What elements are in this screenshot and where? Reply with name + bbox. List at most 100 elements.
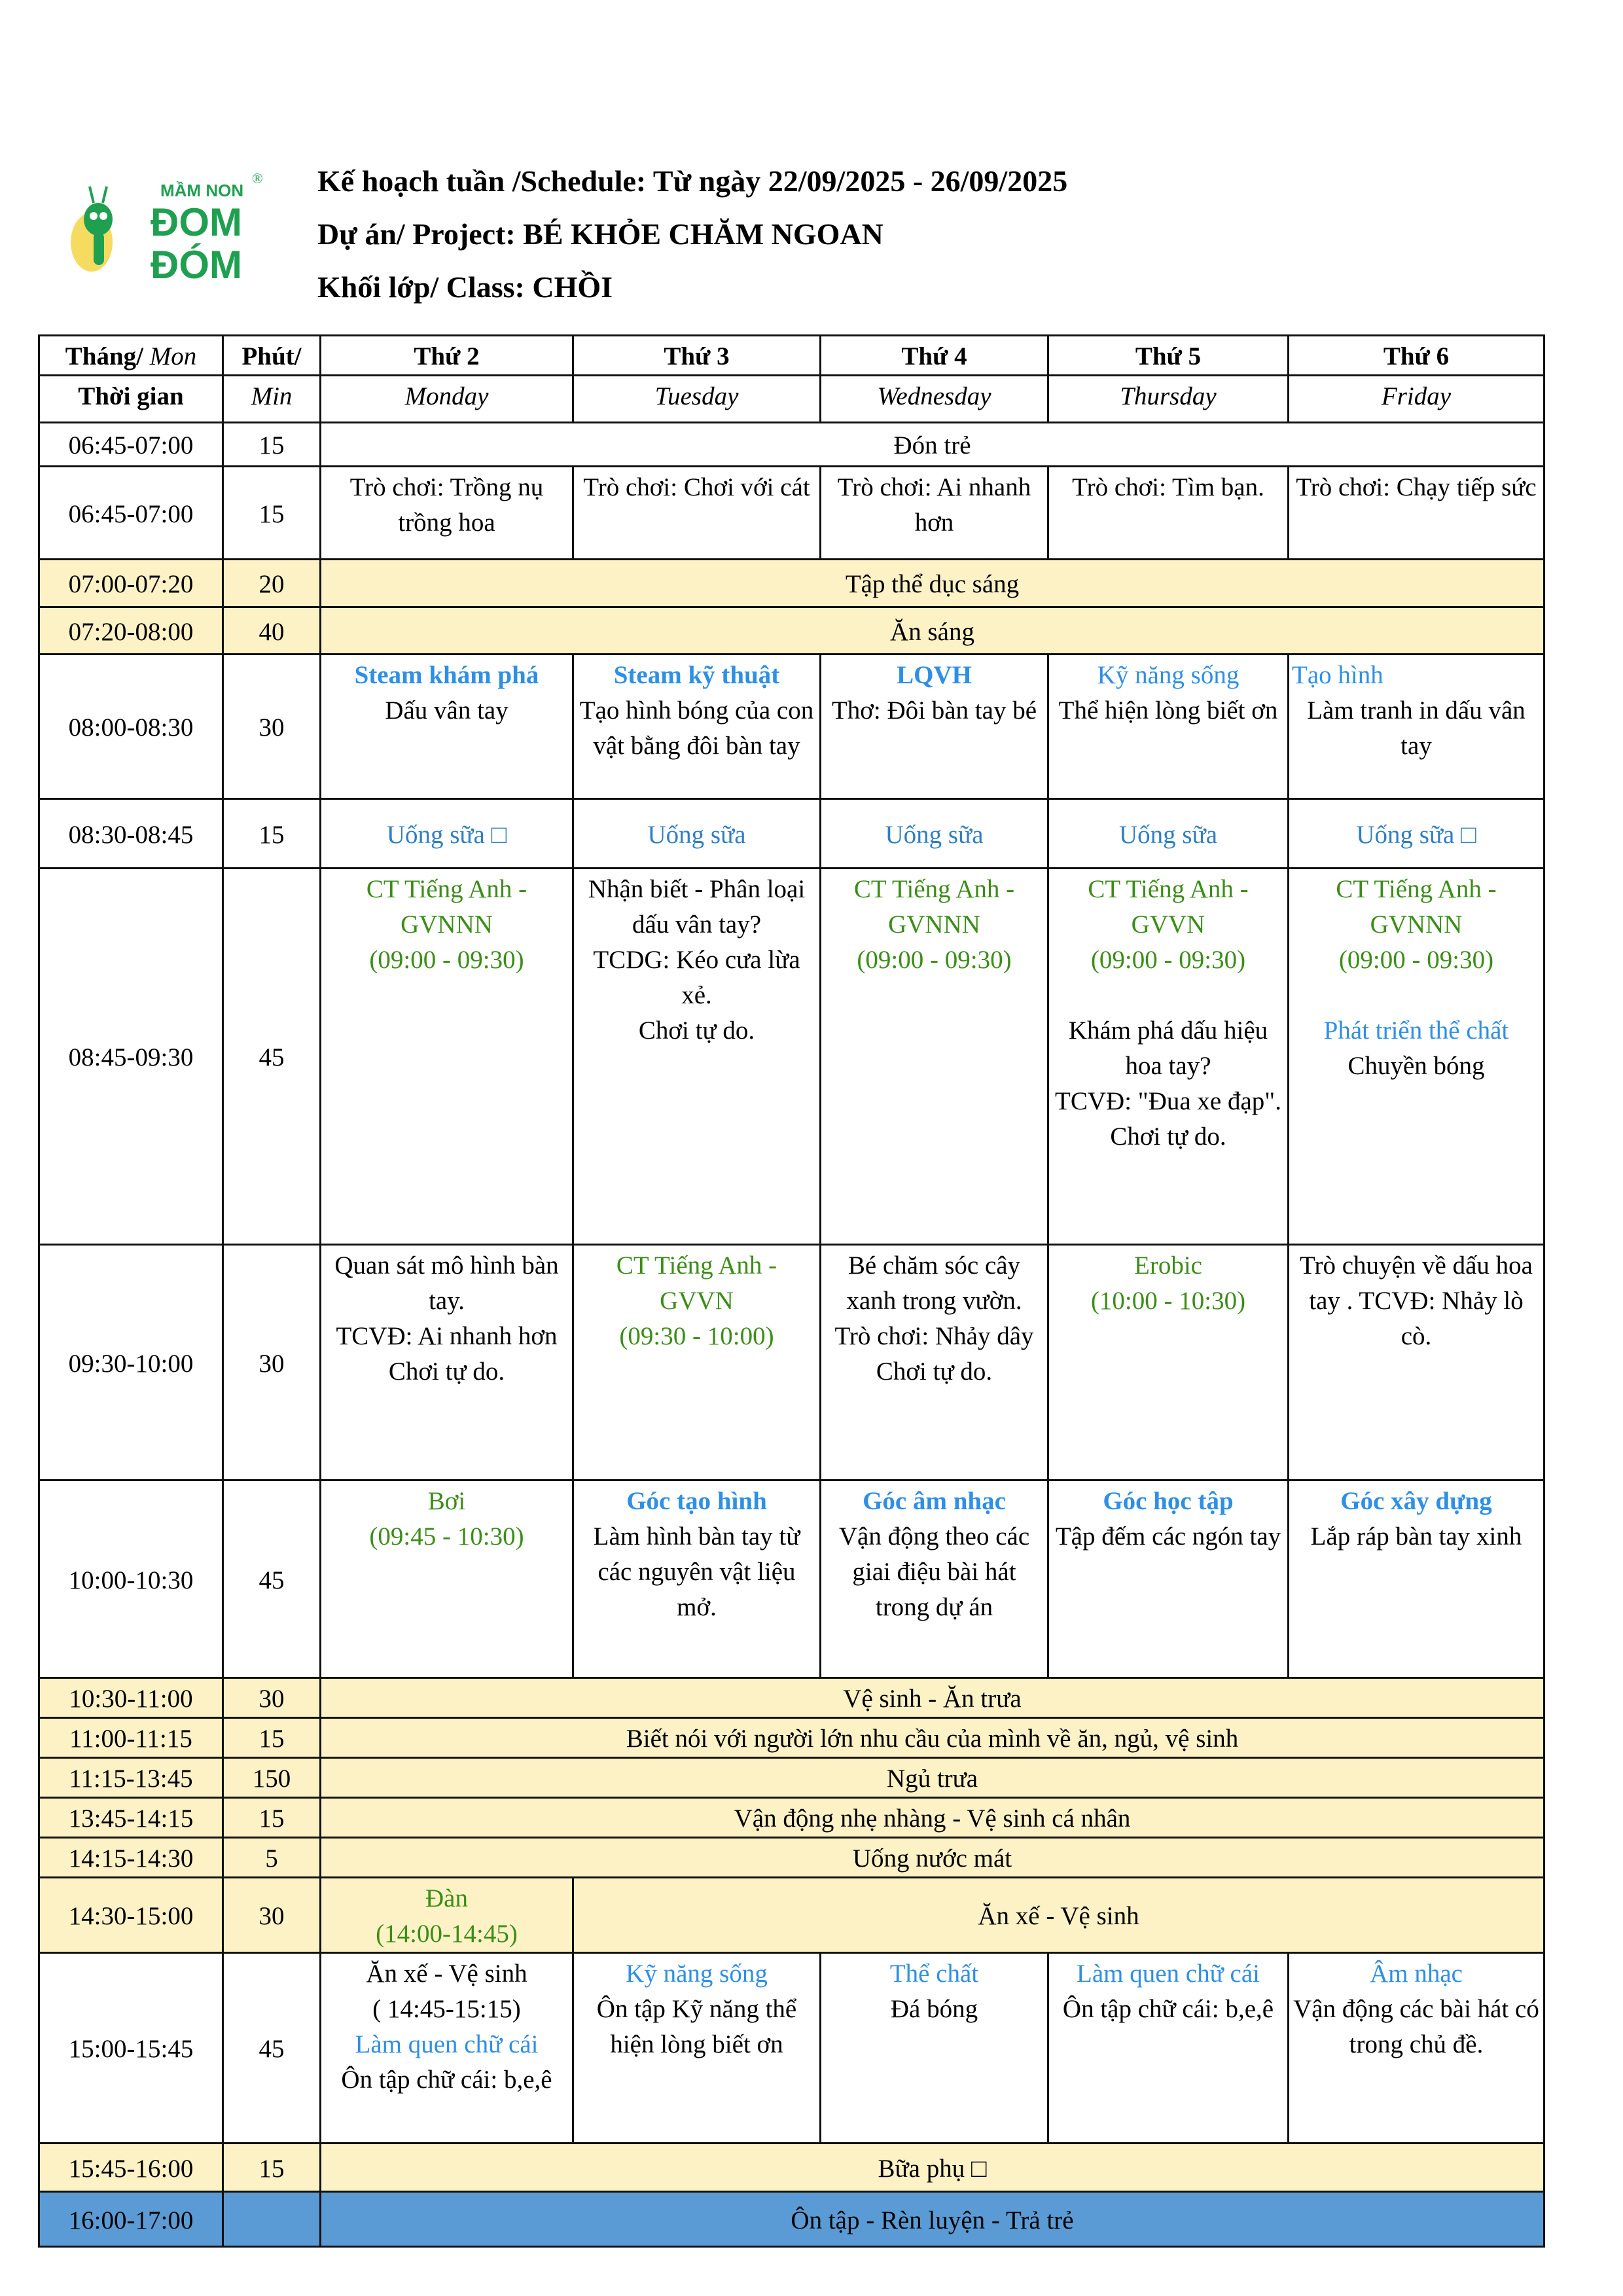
activity-line: TCVĐ: "Đua xe đạp". (1055, 1087, 1281, 1115)
all-week-activity: Vận động nhẹ nhàng - Vệ sinh cá nhân (319, 1797, 1545, 1839)
time-cell: 13:45-14:15 (38, 1797, 224, 1839)
minutes-cell: 30 (222, 1876, 321, 1954)
activity-line: Đá bóng (890, 1995, 978, 2023)
activity-line: Steam kỹ thuật (613, 661, 780, 689)
time-cell: 08:00-08:30 (38, 653, 224, 800)
minutes-cell: 30 (222, 1677, 321, 1719)
time-cell: 08:45-09:30 (38, 867, 224, 1246)
activity-line: Chơi tự do. (388, 1357, 505, 1386)
day-header-wed: Thứ 4 (819, 334, 1049, 376)
activity-line: Góc tạo hình (626, 1487, 767, 1515)
activity-cell-wed: Trò chơi: Ai nhanh hơn (819, 465, 1049, 560)
activity-cell-wed: CT Tiếng Anh - GVNNN (09:00 - 09:30) (819, 867, 1049, 1246)
time-header: Tháng/ Mon (38, 334, 224, 376)
activity-line: Lắp ráp bàn tay xinh (1310, 1522, 1522, 1551)
minutes-cell: 15 (222, 422, 321, 467)
activity-cell-thu: Erobic (10:00 - 10:30) (1047, 1244, 1289, 1481)
activity-cell-fri: Tạo hình Làm tranh in dấu vân tay (1287, 653, 1545, 800)
schedule-row: 16:00-17:00 Ôn tập - Rèn luyện - Trả trẻ (38, 2191, 1545, 2248)
time-cell: 10:30-11:00 (38, 1677, 224, 1719)
activity-line: (10:00 - 10:30) (1090, 1287, 1246, 1315)
activity-line: Uống sữa □ (386, 820, 507, 849)
activity-line: (09:30 - 10:00) (619, 1322, 774, 1350)
activity-line: Quan sát mô hình bàn tay. (334, 1251, 559, 1315)
activity-line: Bé chăm sóc cây xanh trong vườn. (846, 1251, 1022, 1315)
min-header-en: Min (222, 374, 321, 423)
day-header-thu: Thứ 5 (1047, 334, 1289, 376)
activity-cell-wed: LQVH Thơ: Đôi bàn tay bé (819, 653, 1049, 800)
activity-line: LQVH (897, 661, 972, 689)
activity-cell-thu: Trò chơi: Tìm bạn. (1047, 465, 1289, 560)
activity-cell-fri: Trò chuyện về dấu hoa tay . TCVĐ: Nhảy l… (1287, 1244, 1545, 1481)
activity-line: Uống sữa (1118, 820, 1218, 849)
svg-text:ĐÓM: ĐÓM (151, 243, 242, 287)
activity-line: Trò chơi: Chạy tiếp sức (1296, 473, 1537, 501)
schedule-title: Kế hoạch tuần /Schedule: Từ ngày 22/09/2… (317, 164, 1068, 198)
activity-cell-mon: Ăn xế - Vệ sinh ( 14:45-15:15) Làm quen ch… (319, 1952, 574, 2144)
activity-line: Làm quen chữ cái (1077, 1960, 1260, 1988)
activity-cell-mon: Trò chơi: Trồng nụ trồng hoa (319, 465, 574, 560)
activity-line: Tạo hình (1292, 661, 1383, 689)
weekly-schedule-table: Tháng/ Mon Phút/ Thứ 2 Thứ 3 Thứ 4 Thứ 5… (38, 334, 1545, 2248)
minutes-cell: 15 (222, 1797, 321, 1839)
activity-cell-tue: Trò chơi: Chơi với cát (572, 465, 821, 560)
activity-line: Thể chất (889, 1960, 979, 1988)
activity-line: Trò chơi: Trồng nụ trồng hoa (349, 473, 544, 537)
activity-line: Trò chuyện về dấu hoa tay . TCVĐ: Nhảy l… (1300, 1251, 1533, 1350)
schedule-row: 07:00-07:20 20 Tập thể dục sáng (38, 558, 1545, 608)
time-cell: 09:30-10:00 (38, 1244, 224, 1481)
activity-cell-mon: Đàn (14:00-14:45) (319, 1876, 574, 1954)
schedule-row: 08:30-08:45 15 Uống sữa □ Uống sữa Uống sữa U… (38, 798, 1545, 869)
activity-line (1052, 978, 1285, 1013)
schedule-row: 07:20-08:00 40 Ăn sáng (38, 606, 1545, 655)
activity-cell-wed: Uống sữa (819, 798, 1049, 869)
day-header-tue: Thứ 3 (572, 334, 821, 376)
activity-line: Erobic (1134, 1251, 1202, 1280)
activity-cell-thu: Làm quen chữ cái Ôn tập chữ cái: b,e,ê (1047, 1952, 1289, 2144)
activity-cell-fri: Uống sữa □ (1287, 798, 1545, 869)
schedule-row: 09:30-10:00 30 Quan sát mô hình bàn tay. TC… (38, 1244, 1545, 1481)
activity-cell-fri: Trò chơi: Chạy tiếp sức (1287, 465, 1545, 560)
activity-cell-tue: Steam kỹ thuật Tạo hình bóng của con vật … (572, 653, 821, 800)
all-week-activity: Bữa phụ □ (319, 2142, 1545, 2193)
activity-line: Uống sữa (647, 820, 746, 849)
schedule-row: 10:00-10:30 45 Bơi (09:45 - 10:30) Góc tạo h… (38, 1479, 1545, 1679)
activity-line: Chuyền bóng (1347, 1052, 1485, 1080)
activity-cell-fri: CT Tiếng Anh - GVNNN (09:00 - 09:30) Phát … (1287, 867, 1545, 1246)
minutes-cell: 15 (222, 798, 321, 869)
project-title: Dự án/ Project: BÉ KHỎE CHĂM NGOAN (317, 217, 883, 251)
activity-line: Làm tranh in dấu vân tay (1307, 696, 1525, 760)
activity-cell-tue: Nhận biết - Phân loại dấu vân tay? TCDG: … (572, 867, 821, 1246)
all-week-activity: Biết nói với người lớn nhu cầu của mình … (319, 1717, 1545, 1759)
all-week-activity: Ngủ trưa (319, 1757, 1545, 1799)
svg-text:ĐOM: ĐOM (151, 200, 242, 244)
min-header: Phút/ (222, 334, 321, 376)
activity-cell-mon: Steam khám phá Dấu vân tay (319, 653, 574, 800)
schedule-row: 14:15-14:30 5 Uống nước mát (38, 1837, 1545, 1878)
activity-cell-thu: CT Tiếng Anh - GVVN (09:00 - 09:30) Khám p… (1047, 867, 1289, 1246)
activity-line: Làm quen chữ cái (355, 2030, 539, 2058)
schedule-row: 11:15-13:45 150 Ngủ trưa (38, 1757, 1545, 1799)
activity-line: Phát triển thể chất (1323, 1016, 1509, 1045)
minutes-cell: 150 (222, 1757, 321, 1799)
school-logo: MẦM NON ĐOM ĐÓM ® (62, 164, 272, 288)
time-cell: 14:15-14:30 (38, 1837, 224, 1878)
time-cell: 10:00-10:30 (38, 1479, 224, 1679)
activity-line: Ôn tập Kỹ năng thể hiện lòng biết ơn (596, 1995, 797, 2058)
activity-cell-tue: Góc tạo hình Làm hình bàn tay từ các nguy… (572, 1479, 821, 1679)
minutes-cell: 15 (222, 465, 321, 560)
activity-line: Chơi tự do. (638, 1016, 755, 1045)
activity-line: TCDG: Kéo cưa lừa xẻ. (593, 946, 800, 1009)
time-cell: 06:45-07:00 (38, 422, 224, 467)
activity-cell-mon: Uống sữa □ (319, 798, 574, 869)
day-header-fri: Thứ 6 (1287, 334, 1545, 376)
time-cell: 16:00-17:00 (38, 2191, 224, 2248)
activity-line: Kỹ năng sống (1097, 661, 1240, 689)
activity-line: Trò chơi: Ai nhanh hơn (837, 473, 1031, 537)
minutes-cell: 40 (222, 606, 321, 655)
activity-line: Làm hình bàn tay từ các nguyên vật liệu … (593, 1522, 800, 1621)
activity-line: Thơ: Đôi bàn tay bé (831, 696, 1037, 725)
activity-line: Trò chơi: Tìm bạn. (1072, 473, 1264, 501)
schedule-row: 06:45-07:00 15 Đón trẻ (38, 422, 1545, 467)
activity-line: Góc âm nhạc (863, 1487, 1006, 1515)
